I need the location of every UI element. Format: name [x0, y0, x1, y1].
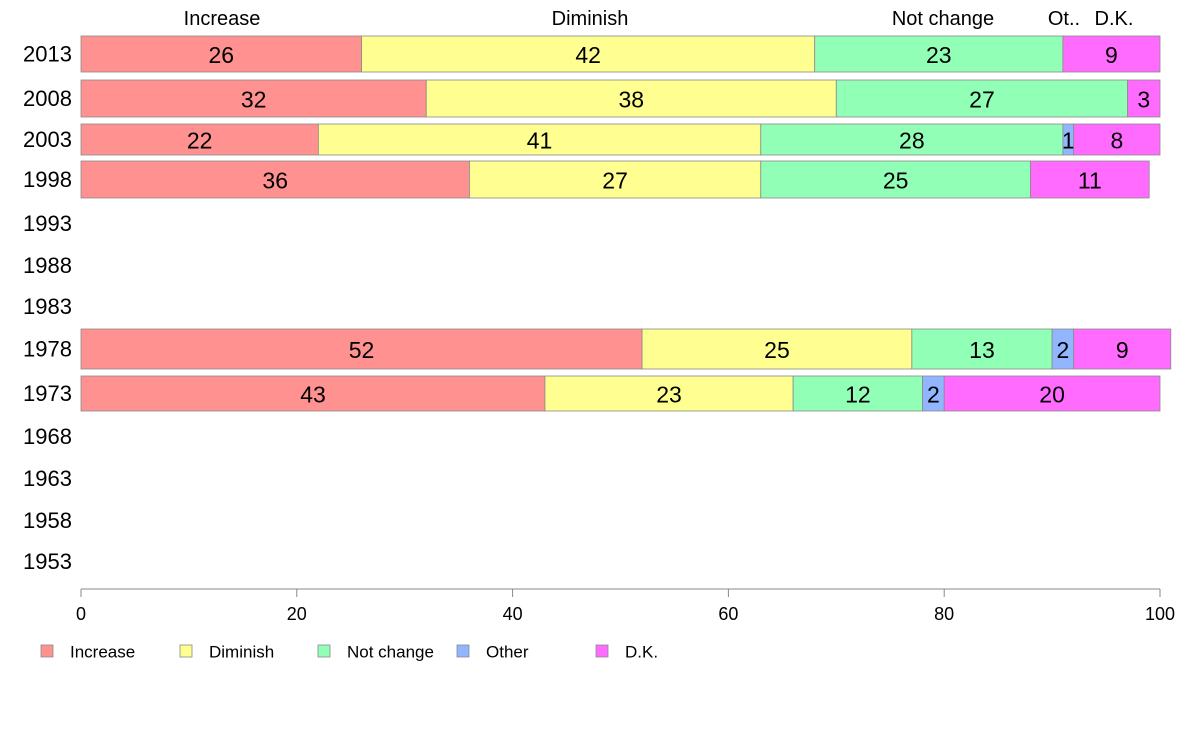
data-label-1998-increase: 36	[262, 168, 288, 194]
bar-2003-diminish	[317, 123, 762, 156]
bar-2013-diminish	[361, 35, 816, 73]
category-label-2003: 2003	[23, 127, 72, 152]
category-label-2008: 2008	[23, 86, 72, 111]
data-label-2013-diminish: 42	[575, 42, 601, 68]
data-label-1973-increase: 43	[300, 382, 326, 408]
bar-1973-not-change	[792, 375, 924, 412]
data-label-2003-other: 1	[1062, 128, 1075, 154]
data-label-2008-increase: 32	[241, 87, 267, 113]
category-label-1993: 1993	[23, 211, 72, 236]
category-label-2013: 2013	[23, 42, 72, 67]
bar-1998-increase	[80, 160, 470, 199]
category-labels: 2013 2008 2003 1998 1993 1988 1983 1978 1973 1968…	[23, 42, 72, 575]
category-label-1998: 1998	[23, 167, 72, 192]
category-label-1953: 1953	[23, 549, 72, 574]
top-labels: Increase Diminish Not change Ot.. D.K.	[184, 8, 1134, 30]
legend-label-diminish: Diminish	[209, 643, 274, 662]
bar-2008-not-change	[835, 79, 1129, 118]
legend: Increase Diminish Not change Other D.K.	[40, 643, 658, 662]
legend-label-increase: Increase	[70, 643, 135, 662]
category-label-1963: 1963	[23, 466, 72, 491]
bar-2003-increase	[80, 123, 319, 156]
bar-1978-d-k-	[1073, 328, 1172, 370]
top-label-4: D.K.	[1095, 8, 1134, 30]
category-label-1973: 1973	[23, 381, 72, 406]
data-label-1973-other: 2	[927, 382, 940, 408]
top-label-0: Increase	[184, 8, 261, 30]
data-label-1978-d-k-: 9	[1116, 337, 1129, 363]
data-label-2013-not-change: 23	[926, 42, 952, 68]
data-label-1998-d-k-: 11	[1078, 168, 1102, 194]
data-label-2003-not-change: 28	[899, 128, 925, 154]
data-label-2013-increase: 26	[208, 42, 234, 68]
category-label-1983: 1983	[23, 294, 72, 319]
bar-2008-diminish	[425, 79, 837, 118]
legend-swatch-not-change	[317, 644, 331, 658]
bar-1998-d-k-	[1030, 160, 1150, 199]
bar-1998-diminish	[469, 160, 762, 199]
top-label-1: Diminish	[552, 8, 629, 30]
data-label-1978-increase: 52	[349, 337, 375, 363]
data-label-1998-diminish: 27	[602, 168, 628, 194]
x-axis: 0 20 40 60 80 100	[76, 588, 1175, 624]
data-label-1978-diminish: 25	[764, 337, 790, 363]
data-label-2008-diminish: 38	[618, 87, 644, 113]
legend-label-d-k-: D.K.	[625, 643, 658, 662]
legend-swatch-increase	[40, 644, 54, 658]
x-tick-label-100: 100	[1145, 604, 1175, 624]
bar-2013-increase	[80, 35, 362, 73]
data-label-2008-d-k-: 3	[1137, 87, 1150, 113]
x-tick-label-80: 80	[934, 604, 954, 624]
data-label-2003-d-k-: 8	[1110, 128, 1123, 154]
bar-1998-not-change	[760, 160, 1031, 199]
top-label-2: Not change	[892, 8, 994, 30]
data-label-2003-diminish: 41	[527, 128, 553, 154]
bar-1978-diminish	[641, 328, 913, 370]
category-label-1958: 1958	[23, 508, 72, 533]
legend-label-not-change: Not change	[347, 643, 434, 662]
bar-1978-not-change	[911, 328, 1053, 370]
bar-1973-d-k-	[943, 375, 1161, 412]
data-label-1973-not-change: 12	[845, 382, 871, 408]
data-label-1998-not-change: 25	[883, 168, 909, 194]
legend-swatch-other	[456, 644, 470, 658]
legend-swatch-d-k-	[595, 644, 609, 658]
category-label-1988: 1988	[23, 253, 72, 278]
bar-2003-d-k-	[1073, 123, 1161, 156]
data-label-2003-increase: 22	[187, 128, 213, 154]
bar-2013-d-k-	[1062, 35, 1161, 73]
data-label-1978-other: 2	[1056, 337, 1069, 363]
x-tick-label-60: 60	[718, 604, 738, 624]
bar-2008-d-k-	[1127, 79, 1161, 118]
data-label-1973-d-k-: 20	[1039, 382, 1065, 408]
top-label-3: Ot..	[1048, 8, 1080, 30]
bars: 26 42 23 9 32 38 27 3 22 41 28 1 8 36 27 25 11 52 25 13 2 9 43…	[80, 35, 1172, 412]
x-tick-label-0: 0	[76, 604, 86, 624]
data-label-1978-not-change: 13	[969, 337, 995, 363]
bar-1973-diminish	[544, 375, 794, 412]
x-tick-label-40: 40	[503, 604, 523, 624]
category-label-1968: 1968	[23, 424, 72, 449]
legend-swatch-diminish	[179, 644, 193, 658]
data-label-1973-diminish: 23	[656, 382, 682, 408]
category-label-1978: 1978	[23, 337, 72, 362]
data-label-2013-d-k-: 9	[1105, 42, 1118, 68]
bar-2013-not-change	[814, 35, 1064, 73]
x-tick-label-20: 20	[287, 604, 307, 624]
data-label-2008-not-change: 27	[969, 87, 995, 113]
bar-2008-increase	[80, 79, 427, 118]
legend-label-other: Other	[486, 643, 529, 662]
